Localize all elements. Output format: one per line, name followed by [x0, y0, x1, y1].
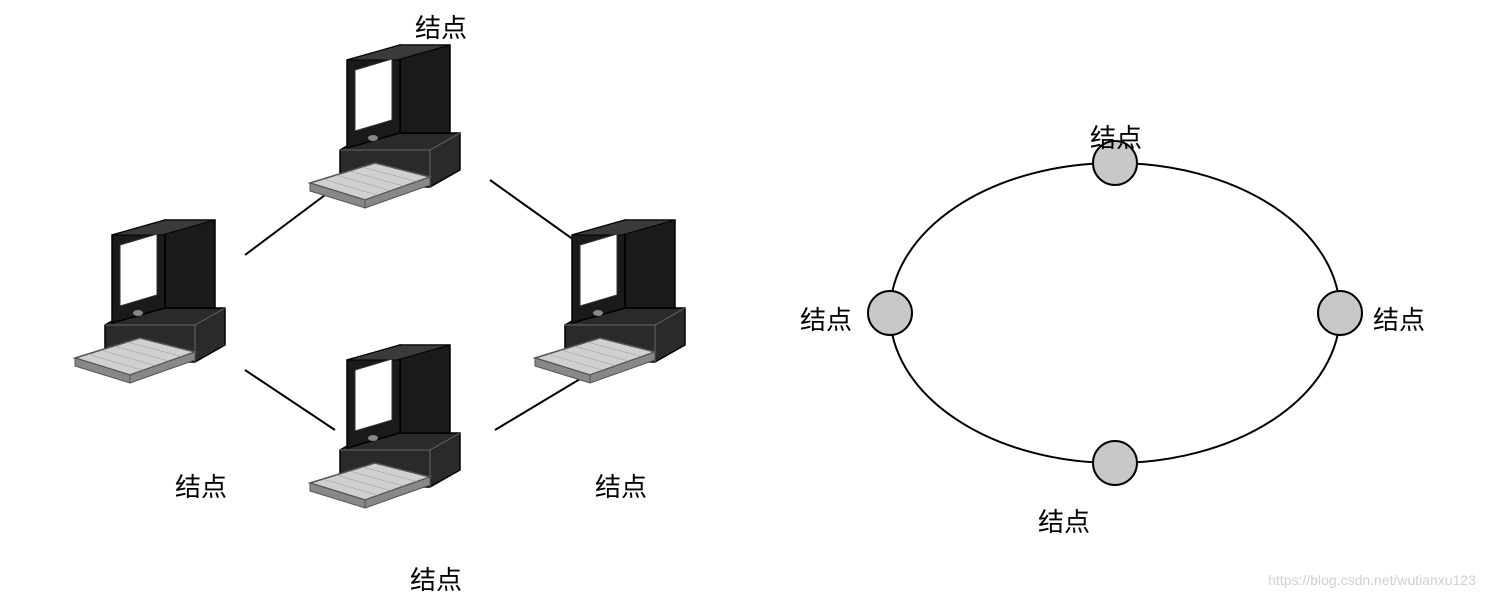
- left-nodes: [75, 45, 685, 508]
- node-label-left-top: 结点: [415, 8, 467, 45]
- right-nodes: [868, 141, 1362, 485]
- ring-node: [1093, 441, 1137, 485]
- node-label-right-left: 结点: [800, 300, 852, 337]
- node-label-right-bottom: 结点: [1038, 502, 1090, 539]
- node-label-left-bottom: 结点: [410, 560, 462, 597]
- computer-icon: [75, 220, 225, 383]
- edge: [245, 370, 335, 430]
- node-label-left-right: 结点: [595, 467, 647, 504]
- computer-icon: [310, 45, 460, 208]
- computer-icon: [535, 220, 685, 383]
- diagram-canvas: [0, 0, 1486, 596]
- node-label-right-right: 结点: [1373, 300, 1425, 337]
- ring-node: [1318, 291, 1362, 335]
- computer-icon: [310, 345, 460, 508]
- left-ring-group: [75, 45, 685, 508]
- ring-ellipse: [890, 163, 1340, 463]
- node-label-right-top: 结点: [1090, 118, 1142, 155]
- ring-node: [868, 291, 912, 335]
- right-ring-group: [868, 141, 1362, 485]
- watermark-text: https://blog.csdn.net/wutianxu123: [1268, 572, 1476, 588]
- node-label-left-left: 结点: [175, 467, 227, 504]
